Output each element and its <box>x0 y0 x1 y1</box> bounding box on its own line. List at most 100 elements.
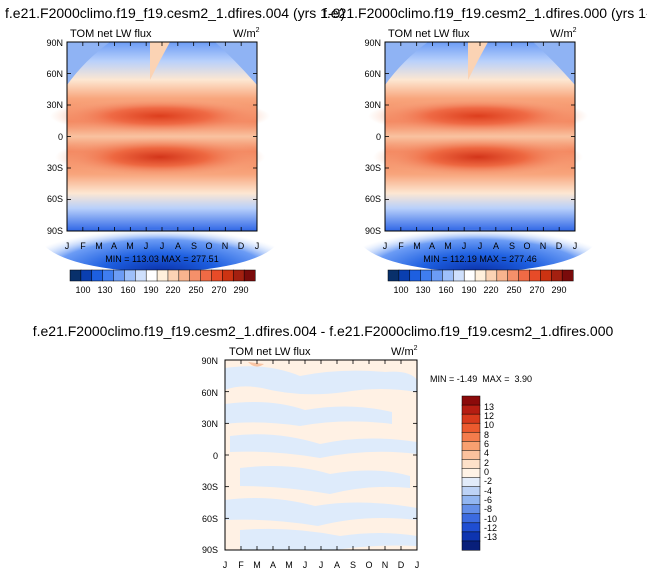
colorbar-label: 160 <box>120 285 135 295</box>
colorbar-label: -4 <box>484 486 492 496</box>
field-label: TOM net LW flux <box>388 28 470 40</box>
colorbar-label: -2 <box>484 476 492 486</box>
colorbar-swatch <box>461 495 481 506</box>
x-tick-label: F <box>398 241 404 251</box>
x-tick-label: J <box>223 560 228 570</box>
y-tick-label: 30N <box>46 100 63 110</box>
colorbar-swatch <box>550 269 563 282</box>
colorbar-swatch <box>518 269 531 282</box>
colorbar-label: 12 <box>484 411 494 421</box>
colorbar-swatch <box>461 422 481 433</box>
colorbar-label: 130 <box>97 285 112 295</box>
y-tick-label: 90S <box>47 226 63 236</box>
x-axis: J F M A M J J A S O N D J <box>223 560 420 570</box>
x-tick-label: D <box>398 560 405 570</box>
x-tick-label: J <box>255 241 260 251</box>
colorbar-swatch <box>461 468 481 479</box>
heatmap-field <box>225 360 417 550</box>
x-tick-label: S <box>350 560 356 570</box>
y-tick-label: 60S <box>47 194 63 204</box>
colorbar-swatch <box>461 459 481 470</box>
colorbar-label: 0 <box>484 467 489 477</box>
field-label: TOM net LW flux <box>70 28 152 40</box>
colorbar-label: -12 <box>484 523 497 533</box>
y-tick-label: 60S <box>202 514 218 524</box>
colorbar-swatch <box>461 413 481 424</box>
x-tick-label: O <box>523 241 530 251</box>
colorbar-swatch <box>222 269 234 282</box>
x-tick-label: D <box>556 241 563 251</box>
x-tick-label: N <box>222 241 229 251</box>
x-tick-label: M <box>126 241 134 251</box>
x-tick-label: J <box>415 560 420 570</box>
colorbar-label: -10 <box>484 514 497 524</box>
colorbar-swatch <box>420 269 433 282</box>
colorbar-label: 6 <box>484 439 489 449</box>
x-tick-label: A <box>111 241 117 251</box>
y-tick-label: 30S <box>365 163 381 173</box>
colorbar-label: 290 <box>233 285 248 295</box>
y-tick-label: 90N <box>364 38 381 48</box>
x-tick-label: A <box>334 560 340 570</box>
x-tick-label: M <box>444 241 452 251</box>
colorbar-label: 8 <box>484 430 489 440</box>
y-tick-label: 0 <box>58 132 63 142</box>
colorbar-label: 270 <box>211 285 226 295</box>
colorbar-swatch <box>461 540 481 551</box>
y-tick-label: 0 <box>213 451 218 461</box>
x-tick-label: N <box>382 560 389 570</box>
colorbar-swatch <box>431 269 443 282</box>
colorbar-label: 220 <box>483 285 498 295</box>
panel-top-left: f.e21.F2000climo.f19_f19.cesm2_1.dfires.… <box>5 5 345 295</box>
x-tick-label: J <box>478 241 483 251</box>
colorbar-swatch <box>529 269 541 282</box>
colorbar-swatch <box>461 522 481 533</box>
panel-title: f.e21.F2000climo.f19_f19.cesm2_1.dfires.… <box>33 323 614 339</box>
x-tick-label: O <box>205 241 212 251</box>
x-tick-label: A <box>270 560 276 570</box>
colorbar-swatch <box>461 441 481 451</box>
x-tick-label: S <box>509 241 515 251</box>
units-label: W/m2 <box>233 27 260 40</box>
x-tick-label: J <box>383 241 388 251</box>
x-tick-label: M <box>95 241 103 251</box>
x-tick-label: A <box>493 241 499 251</box>
colorbar-label: -13 <box>484 532 497 542</box>
units-label: W/m2 <box>391 345 418 358</box>
colorbar <box>69 269 256 282</box>
heatmap-field <box>40 42 280 272</box>
x-axis: J F M A M J J A S O N D J <box>383 241 578 251</box>
y-tick-label: 90N <box>201 356 218 366</box>
tick-marks <box>224 359 418 551</box>
colorbar-swatch <box>461 513 481 524</box>
y-tick-label: 0 <box>376 132 381 142</box>
minmax-label: MIN = 112.19 MAX = 277.46 <box>423 254 536 264</box>
colorbar-label: 290 <box>551 285 566 295</box>
x-tick-label: J <box>573 241 578 251</box>
colorbar-swatch <box>461 486 481 497</box>
y-tick-label: 90N <box>46 38 63 48</box>
colorbar-label: 10 <box>484 420 494 430</box>
colorbar-label: 250 <box>506 285 521 295</box>
colorbar-swatch <box>91 269 104 282</box>
panel-title: f.e21.F2000climo.f19_f19.cesm2_1.dfires.… <box>5 5 345 21</box>
colorbar-label: -8 <box>484 504 492 514</box>
panel-difference: f.e21.F2000climo.f19_f19.cesm2_1.dfires.… <box>33 323 614 570</box>
x-axis: J F M A M J J A S O N D J <box>65 241 260 251</box>
colorbar-swatch <box>124 269 136 282</box>
y-axis: 90N 60N 30N 0 30S 60S 90S <box>201 356 218 555</box>
tick-marks <box>384 41 576 232</box>
minmax-label: MIN = 113.03 MAX = 277.51 <box>105 254 218 264</box>
colorbar-swatch <box>461 531 481 542</box>
y-tick-label: 60N <box>46 69 63 79</box>
colorbar-swatch <box>113 269 125 282</box>
colorbar-labels: 100 130 160 190 220 250 270 290 <box>393 285 566 295</box>
colorbar-label: 130 <box>415 285 430 295</box>
colorbar-label: 270 <box>529 285 544 295</box>
colorbar-swatch <box>442 269 454 282</box>
y-tick-label: 60N <box>201 388 218 398</box>
y-axis: 90N 60N 30N 0 30S 60S 90S <box>364 38 381 236</box>
panel-top-right: f.e21.F2000climo.f19_f19.cesm2_1.dfires.… <box>323 5 647 295</box>
colorbar-swatch <box>387 269 400 282</box>
